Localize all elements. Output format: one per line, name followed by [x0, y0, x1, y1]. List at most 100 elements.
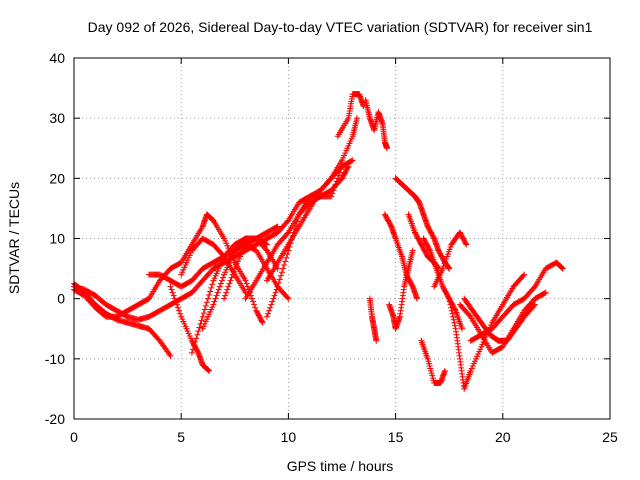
data-point [173, 301, 180, 308]
data-point [446, 265, 453, 272]
data-point [210, 301, 217, 308]
data-point [274, 223, 281, 230]
data-point [295, 215, 302, 222]
data-point [558, 264, 565, 271]
data-point [222, 292, 229, 299]
data-point [531, 301, 538, 308]
data-point [520, 272, 527, 279]
data-point [466, 312, 473, 319]
data-point [530, 284, 537, 291]
data-point [202, 302, 209, 309]
data-point [223, 289, 230, 296]
x-tick-label: 15 [388, 429, 404, 445]
data-point [272, 289, 279, 296]
data-point [426, 246, 433, 253]
data-point [262, 246, 269, 253]
data-points [71, 91, 566, 392]
data-point [278, 269, 285, 276]
y-tick-label: 40 [49, 50, 65, 66]
data-point [451, 306, 458, 313]
data-point [259, 319, 266, 326]
data-point [284, 294, 291, 301]
data-point [203, 299, 210, 306]
data-point [273, 224, 280, 231]
data-point [262, 240, 269, 247]
data-point [243, 280, 250, 287]
data-point [205, 367, 212, 374]
data-point [462, 240, 469, 247]
data-point [267, 304, 274, 311]
data-point [242, 277, 249, 284]
data-point [198, 317, 205, 324]
x-tick-label: 25 [602, 429, 618, 445]
data-point [200, 310, 207, 317]
x-tick-label: 20 [495, 429, 511, 445]
data-point [207, 288, 214, 295]
data-point [195, 328, 202, 335]
data-point [337, 164, 344, 171]
data-point [448, 304, 455, 311]
data-point [276, 276, 283, 283]
data-point [450, 316, 457, 323]
x-axis-label: GPS time / hours [287, 458, 394, 474]
data-point [174, 304, 181, 311]
data-point [330, 187, 337, 194]
data-point [339, 163, 345, 170]
data-point [250, 298, 257, 305]
data-point [218, 277, 225, 284]
data-point [448, 307, 455, 314]
data-point [269, 298, 276, 305]
data-point [194, 331, 201, 338]
data-point [284, 218, 291, 225]
y-tick-label: -20 [45, 411, 65, 427]
data-point [168, 286, 175, 293]
data-point [348, 157, 355, 164]
data-point [334, 175, 341, 182]
data-point [335, 172, 342, 179]
data-point [212, 295, 219, 302]
data-point [559, 265, 566, 272]
data-point [196, 324, 203, 331]
data-point [266, 307, 273, 314]
data-point [176, 307, 183, 314]
data-point [244, 283, 251, 290]
data-point [263, 313, 270, 320]
data-point [265, 310, 272, 317]
x-tick-labels: 0 5 10 15 20 25 [70, 429, 618, 445]
y-axis-label: SDTVAR / TECUs [6, 182, 22, 294]
data-point [384, 145, 391, 152]
data-point [220, 274, 227, 281]
data-point [206, 292, 213, 299]
data-point [450, 313, 457, 320]
data-point [329, 190, 336, 197]
data-point [211, 298, 218, 305]
data-point [284, 230, 291, 237]
data-point [167, 352, 174, 359]
data-point [273, 286, 280, 293]
data-point [252, 304, 259, 311]
data-point [248, 295, 255, 302]
y-tick-label: -10 [45, 351, 65, 367]
data-point [542, 289, 549, 296]
data-point [268, 301, 275, 308]
data-point [230, 268, 237, 275]
data-point [285, 295, 292, 302]
data-point [217, 280, 224, 287]
data-point [463, 241, 470, 248]
data-point [354, 115, 361, 122]
data-point [205, 295, 211, 302]
data-point [201, 306, 208, 313]
data-point [449, 310, 456, 317]
data-point [292, 222, 299, 229]
data-point [349, 157, 356, 164]
data-point [409, 247, 416, 254]
data-point [282, 258, 289, 265]
data-point [270, 295, 277, 302]
data-point [215, 286, 222, 293]
data-point [275, 280, 282, 287]
data-point [177, 310, 184, 317]
data-point [360, 103, 367, 110]
data-point [169, 289, 176, 296]
data-point [221, 295, 228, 302]
